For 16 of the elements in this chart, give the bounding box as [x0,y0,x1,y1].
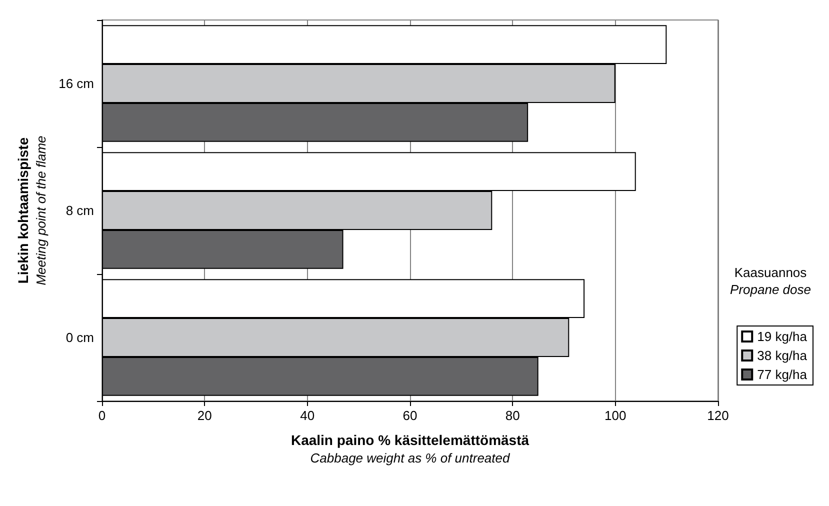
x-tick-label: 0 [98,408,106,423]
legend-label: 77 kg/ha [757,367,808,382]
legend-title: Kaasuannos Propane dose [730,265,811,297]
y-tick-label: 8 cm [66,203,94,218]
y-axis-title: Liekin kohtaamispiste Meeting point of the flame [15,136,48,286]
x-tick-label: 40 [300,408,315,423]
y-tick-label: 16 cm [58,76,94,91]
x-tick-label: 80 [505,408,520,423]
x-tick-label: 100 [604,408,626,423]
y-tick-label: 0 cm [66,330,94,345]
legend-label: 19 kg/ha [757,329,808,344]
x-tick-label: 60 [402,408,418,423]
legend-label: 38 kg/ha [757,348,808,363]
x-axis-title: Kaalin paino % käsittelemättömästä Cabbage weight as % of untreated [290,432,530,466]
x-tick-label: 120 [707,408,729,423]
x-tick-label: 20 [197,408,212,423]
